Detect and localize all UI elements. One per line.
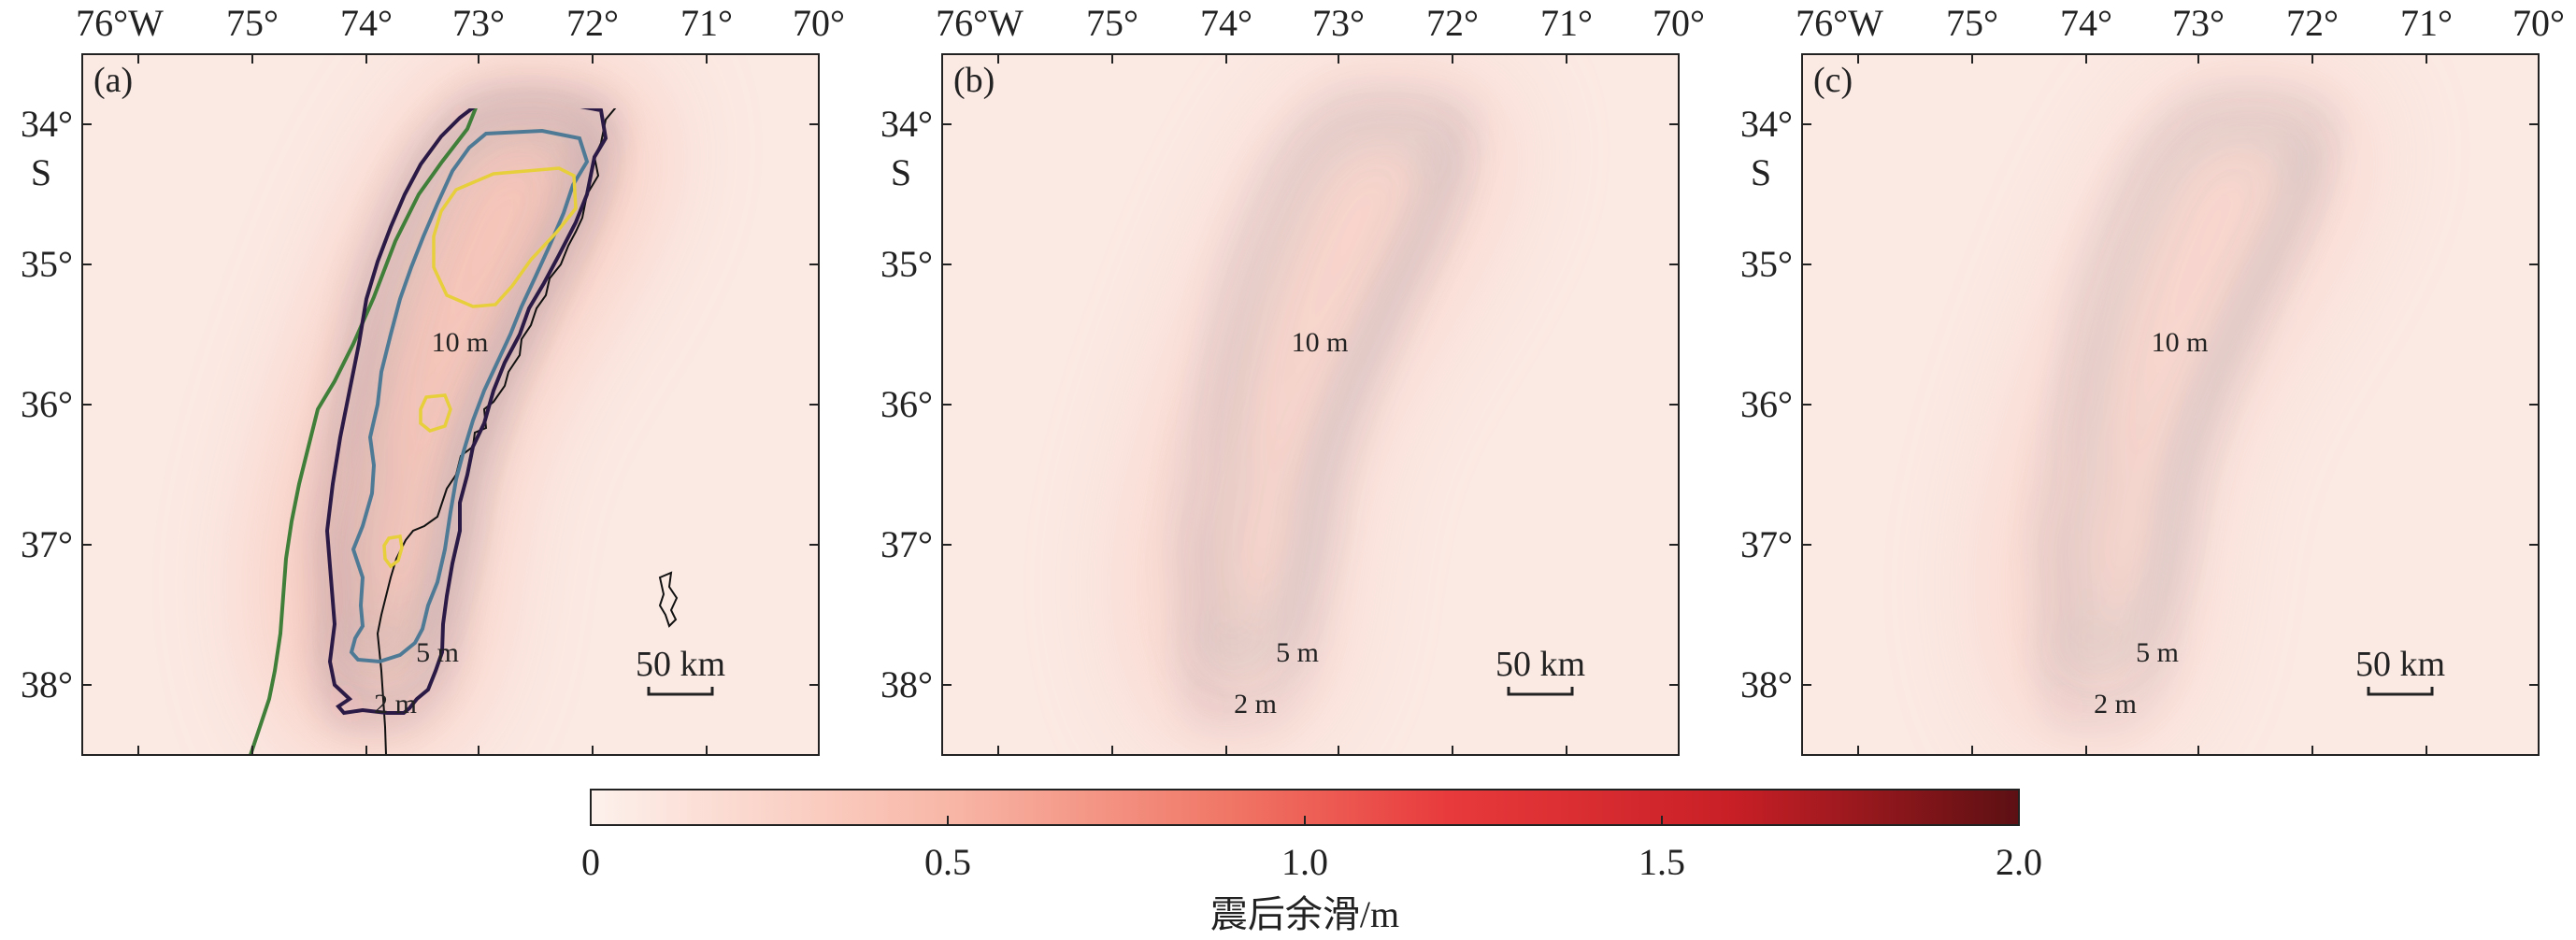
scale-bar-label: 50 km [636,645,725,684]
colorbar-tick-label: 1.5 [1639,841,1685,883]
colorbar: 0 0.5 1.0 1.5 2.0 震后余滑/m [581,789,2042,935]
lon-tick-label: 72° [1426,2,1479,44]
lat-tick-label: 37° [21,523,73,565]
lat-tick-label: 34° [21,103,73,145]
lon-tick-label: 76°W [76,2,164,44]
lat-hemisphere-label: S [31,151,51,193]
lon-tick-label: 74° [2060,2,2112,44]
contour-label-5m: 5 m [1276,637,1319,668]
lat-hemisphere-label: S [891,151,911,193]
lat-tick-label: 36° [880,383,933,425]
colorbar-tick-label: 1.0 [1281,841,1328,883]
lat-tick-label: 35° [1740,243,1793,285]
contour-label-5m: 5 m [416,637,459,668]
lat-tick-label: 34° [1740,103,1793,145]
contour-label-2m: 2 m [374,689,417,719]
contour-label-2m: 2 m [1234,689,1277,719]
map-panel-b: 10 m 5 m 2 m 76°W 75° 74° 73° 72° 71° 70° 34° 35° 36… [880,2,1705,756]
lon-tick-label: 73° [452,2,505,44]
contour-label-10m: 10 m [1292,327,1349,358]
lon-tick-label: 70° [793,2,845,44]
lat-tick-label: 38° [21,663,73,705]
contour-label-10m: 10 m [432,327,489,358]
lat-tick-label: 38° [1740,663,1793,705]
lon-tick-label: 74° [1200,2,1252,44]
lat-tick-label: 38° [880,663,933,705]
lon-tick-label: 72° [566,2,619,44]
lon-tick-label: 76°W [936,2,1023,44]
afterslip-field [1989,73,2372,746]
lat-hemisphere-label: S [1751,151,1771,193]
map-panel-c: 10 m 5 m 2 m 76°W 75° 74° 73° 72° 71° 70° 34° 35° 36… [1740,2,2565,756]
lon-tick-label: 74° [340,2,393,44]
lat-tick-label: 37° [880,523,933,565]
lon-tick-label: 71° [680,2,733,44]
lon-tick-label: 75° [1946,2,1998,44]
lat-tick-label: 37° [1740,523,1793,565]
contour-label-2m: 2 m [2094,689,2137,719]
lat-tick-label: 36° [1740,383,1793,425]
afterslip-field [1129,73,1512,746]
map-panel-a: 10 m 5 m 2 m 76°W 75° 74° 73° 72° 71° 70° 34° 35° 36… [21,2,845,757]
lon-tick-label: 71° [2400,2,2453,44]
contour-label-5m: 5 m [2136,637,2179,668]
colorbar-tick-label: 2.0 [1996,841,2042,883]
panel-label: (b) [953,61,995,100]
contour-label-10m: 10 m [2152,327,2209,358]
lat-tick-label: 35° [880,243,933,285]
lon-tick-label: 73° [2172,2,2225,44]
colorbar-title: 震后余滑/m [1210,893,1399,935]
colorbar-tick-label: 0 [581,841,600,883]
lat-tick-label: 36° [21,383,73,425]
panel-label: (a) [93,61,133,100]
lon-tick-label: 75° [226,2,279,44]
lon-tick-label: 76°W [1796,2,1883,44]
lat-tick-label: 34° [880,103,933,145]
scale-bar [2367,687,2434,696]
lon-tick-label: 70° [2512,2,2565,44]
scale-bar-label: 50 km [1496,645,1585,684]
scale-bar [1507,687,1574,696]
lat-tick-label: 35° [21,243,73,285]
lon-tick-label: 70° [1653,2,1705,44]
scale-bar-label: 50 km [2355,645,2445,684]
lon-tick-label: 73° [1312,2,1365,44]
afterslip-field [269,73,652,746]
lon-tick-label: 72° [2286,2,2339,44]
lon-tick-label: 75° [1086,2,1138,44]
panel-label: (c) [1813,61,1853,100]
lon-tick-label: 71° [1540,2,1593,44]
colorbar-tick-label: 0.5 [924,841,971,883]
scale-bar [647,687,714,696]
